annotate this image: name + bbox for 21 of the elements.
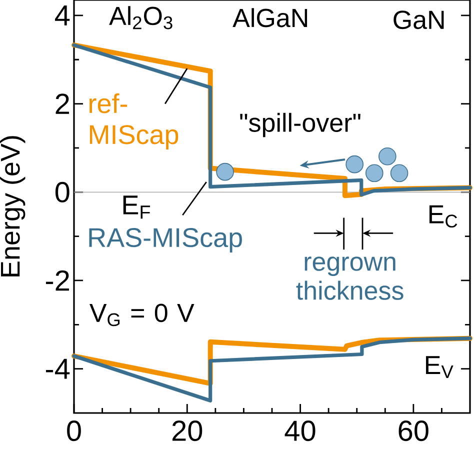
annotation: Al$_{2}$O$_{3}$	[109, 6, 172, 30]
line-series	[72, 336, 472, 402]
x-tick-label: 40	[284, 420, 316, 442]
x-tick-label: 20	[172, 420, 202, 442]
series-label: RAS-MIScap	[89, 228, 242, 253]
y-tick-label: -2	[46, 270, 69, 291]
annotation: E$_{C}$	[429, 205, 458, 228]
series-label: ref-MIScap	[90, 93, 178, 150]
annotation: regrown thickness	[296, 256, 404, 300]
x-tick-label: 60	[398, 420, 428, 442]
annotation: E$_{V}$	[426, 356, 454, 378]
y-tick-label: 0	[55, 182, 70, 202]
y-tick-label: 4	[54, 5, 70, 26]
annotation: V$_{G}$ = 0 V	[90, 304, 194, 326]
annotation: AlGaN	[232, 8, 308, 28]
annotation: "spill-over"	[240, 112, 360, 138]
annotation: GaN	[394, 10, 444, 30]
y-tick-label: 2	[56, 94, 69, 114]
y-tick-label: -4	[46, 358, 70, 379]
y-axis-title: Energy (eV)	[0, 136, 26, 276]
ref-line-label: E$_{F}$	[123, 196, 150, 219]
